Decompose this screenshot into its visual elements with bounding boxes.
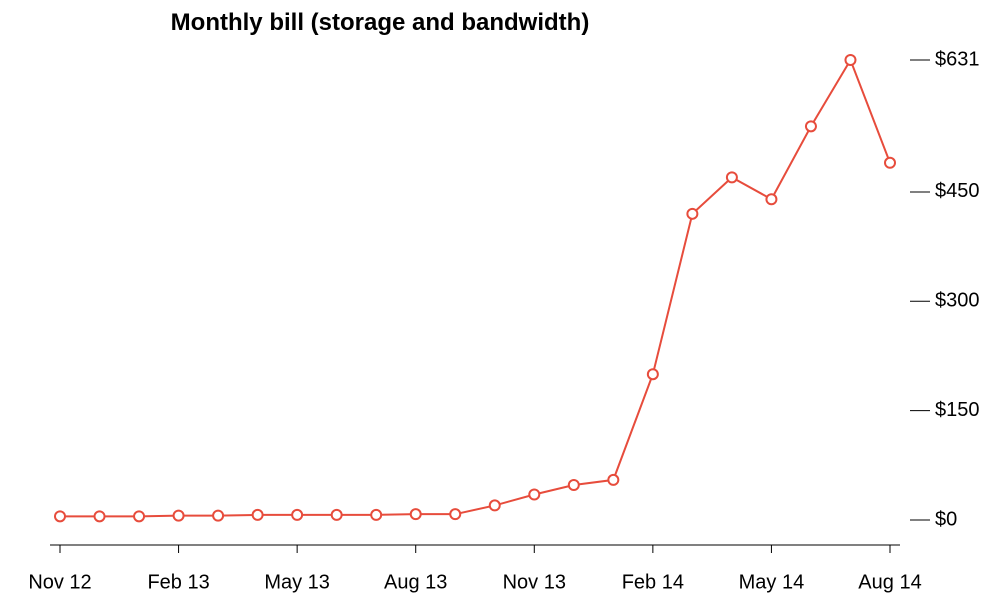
y-tick-label: $300	[935, 290, 980, 312]
x-tick-label: Feb 13	[147, 572, 209, 594]
data-point	[885, 158, 895, 168]
data-point	[569, 480, 579, 490]
data-point	[134, 511, 144, 521]
data-point	[292, 510, 302, 520]
x-tick-label: Feb 14	[622, 572, 684, 594]
monthly-bill-chart: Monthly bill (storage and bandwidth) $0$…	[0, 0, 1000, 600]
data-point	[845, 55, 855, 65]
x-tick-label: Nov 12	[28, 572, 91, 594]
series-markers	[55, 55, 895, 521]
data-point	[450, 509, 460, 519]
data-point	[253, 510, 263, 520]
x-tick-label: Aug 14	[858, 572, 921, 594]
series-line	[60, 60, 890, 516]
data-point	[529, 489, 539, 499]
data-point	[332, 510, 342, 520]
y-tick-label: $150	[935, 399, 980, 421]
x-tick-label: May 14	[739, 572, 805, 594]
data-point	[411, 509, 421, 519]
data-point	[174, 511, 184, 521]
y-tick-label: $0	[935, 508, 957, 530]
data-point	[687, 209, 697, 219]
data-point	[727, 172, 737, 182]
y-axis: $0 $150 $300 $450 $631	[910, 48, 980, 530]
data-point	[766, 194, 776, 204]
x-tick-label: May 13	[264, 572, 330, 594]
x-tick-label: Aug 13	[384, 572, 447, 594]
data-point	[95, 511, 105, 521]
data-point	[648, 369, 658, 379]
data-point	[608, 475, 618, 485]
data-point	[806, 121, 816, 131]
data-point	[213, 511, 223, 521]
x-axis: Nov 12 Feb 13 May 13 Aug 13 Nov 13 Feb 14 May …	[28, 545, 921, 594]
data-point	[371, 510, 381, 520]
x-tick-label: Nov 13	[503, 572, 566, 594]
chart-title: Monthly bill (storage and bandwidth)	[171, 9, 590, 36]
y-tick-label: $631	[935, 48, 980, 70]
y-tick-label: $450	[935, 180, 980, 202]
data-point	[55, 511, 65, 521]
data-point	[490, 500, 500, 510]
